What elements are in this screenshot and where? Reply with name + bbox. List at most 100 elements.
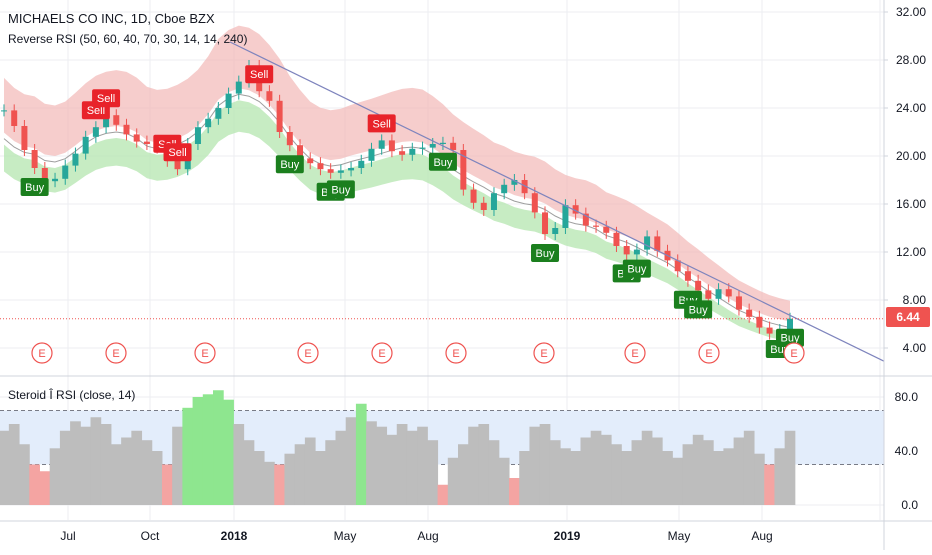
candle-body bbox=[735, 296, 742, 310]
candle-body bbox=[684, 271, 691, 281]
signal-label: Buy bbox=[25, 182, 44, 194]
signal-label: Sell bbox=[168, 147, 186, 159]
candle-body bbox=[205, 118, 212, 128]
rsi-bar bbox=[202, 394, 214, 505]
candle-body bbox=[52, 178, 59, 182]
rsi-bar bbox=[161, 464, 173, 505]
earnings-marker: E bbox=[31, 342, 53, 364]
rsi-bar bbox=[70, 421, 81, 505]
candle-body bbox=[644, 236, 651, 250]
rsi-bar bbox=[151, 451, 163, 505]
earnings-circle bbox=[698, 342, 720, 364]
buy-signal: Buy bbox=[428, 152, 457, 171]
candle-body bbox=[480, 202, 487, 210]
reverse-rsi-bands bbox=[3, 25, 791, 342]
y-tick-label: 24.00 bbox=[896, 101, 926, 115]
sell-signal: Sell bbox=[163, 143, 192, 162]
candle-body bbox=[542, 212, 549, 234]
sell-signal: Sell bbox=[92, 89, 121, 108]
candle-body bbox=[113, 115, 120, 125]
y-tick-label: 8.00 bbox=[903, 293, 927, 307]
x-tick-label: 2018 bbox=[221, 529, 248, 543]
rsi-bar bbox=[692, 434, 704, 505]
rsi-bar bbox=[488, 440, 500, 505]
candle-body bbox=[490, 193, 497, 210]
buy-signal: Buy bbox=[531, 244, 560, 262]
rsi-bar bbox=[59, 430, 71, 505]
candle-body bbox=[460, 150, 467, 190]
x-tick-label: May bbox=[668, 529, 691, 543]
earnings-label: E bbox=[452, 348, 459, 360]
candle-body bbox=[297, 145, 304, 159]
buy-signal: Buy bbox=[326, 180, 355, 199]
rsi-bar bbox=[8, 424, 20, 505]
y-tick-label: 16.00 bbox=[896, 197, 926, 211]
buy-signal: Buy bbox=[622, 259, 651, 278]
candle-body bbox=[82, 136, 89, 154]
sell-signal: Sell bbox=[245, 65, 274, 84]
candle-body bbox=[378, 140, 385, 149]
signal-box bbox=[326, 180, 355, 199]
signal-box bbox=[92, 89, 121, 108]
rsi-bar bbox=[335, 430, 347, 505]
rsi-bar bbox=[733, 437, 745, 505]
candle-body bbox=[11, 110, 18, 126]
sell-signal: Sell bbox=[367, 114, 396, 133]
earnings-marker: E bbox=[624, 342, 646, 364]
rsi-bar bbox=[713, 451, 724, 505]
rsi-bar bbox=[345, 417, 357, 505]
rsi-bar bbox=[100, 424, 112, 505]
candle-body bbox=[439, 142, 446, 144]
rsi-bar bbox=[427, 440, 439, 505]
earnings-marker: E bbox=[105, 342, 127, 364]
x-tick-label: Aug bbox=[417, 529, 438, 543]
buy-signal: Buy bbox=[776, 328, 804, 347]
candle-body bbox=[307, 158, 314, 164]
buy-signal: Buy bbox=[275, 155, 304, 174]
candle-body bbox=[511, 180, 518, 185]
earnings-circle bbox=[297, 342, 319, 364]
candle-body bbox=[348, 168, 355, 171]
signal-label: Buy bbox=[280, 159, 299, 171]
trendline[interactable] bbox=[229, 41, 885, 362]
rsi-pane bbox=[0, 390, 884, 505]
candle-body bbox=[368, 148, 375, 161]
candle-body bbox=[235, 81, 242, 94]
candle-body bbox=[399, 151, 406, 155]
rsi-y-tick-label: 0.0 bbox=[901, 498, 918, 512]
rsi-bar bbox=[682, 444, 694, 505]
candle-body bbox=[654, 236, 661, 251]
rsi-bar bbox=[233, 424, 245, 505]
rsi-bar bbox=[284, 453, 296, 505]
y-tick-label: 12.00 bbox=[896, 245, 926, 259]
rsi-y-tick-label: 40.0 bbox=[895, 444, 919, 458]
rsi-bar bbox=[784, 430, 796, 505]
rsi-y-tick-label: 80.0 bbox=[895, 390, 919, 404]
candle-body bbox=[582, 213, 589, 226]
signal-label: Buy bbox=[331, 184, 350, 196]
rsi-bar bbox=[519, 451, 530, 505]
rsi-bar bbox=[457, 444, 469, 505]
rsi-bar bbox=[478, 424, 490, 505]
candle-body bbox=[133, 134, 140, 142]
trendline-line bbox=[229, 41, 885, 362]
rsi-bar bbox=[264, 461, 275, 505]
x-tick-label: Jul bbox=[60, 529, 75, 543]
rsi-bar bbox=[80, 426, 92, 505]
candle-body bbox=[715, 289, 722, 299]
rsi-bar bbox=[764, 464, 775, 505]
earnings-label: E bbox=[112, 348, 119, 360]
earnings-marker: E bbox=[533, 342, 555, 364]
candle-body bbox=[174, 160, 181, 170]
candle-body bbox=[21, 126, 28, 150]
candle-body bbox=[501, 184, 508, 194]
symbol-title: MICHAELS CO INC, 1D, Cboe BZX bbox=[8, 11, 215, 26]
rsi-bar bbox=[754, 453, 765, 505]
earnings-label: E bbox=[201, 348, 208, 360]
rsi-bar bbox=[611, 444, 622, 505]
candle-body bbox=[92, 127, 99, 137]
signal-box bbox=[622, 259, 651, 278]
indicator-reverse-rsi: Reverse RSI (50, 60, 40, 70, 30, 14, 14,… bbox=[8, 32, 248, 46]
